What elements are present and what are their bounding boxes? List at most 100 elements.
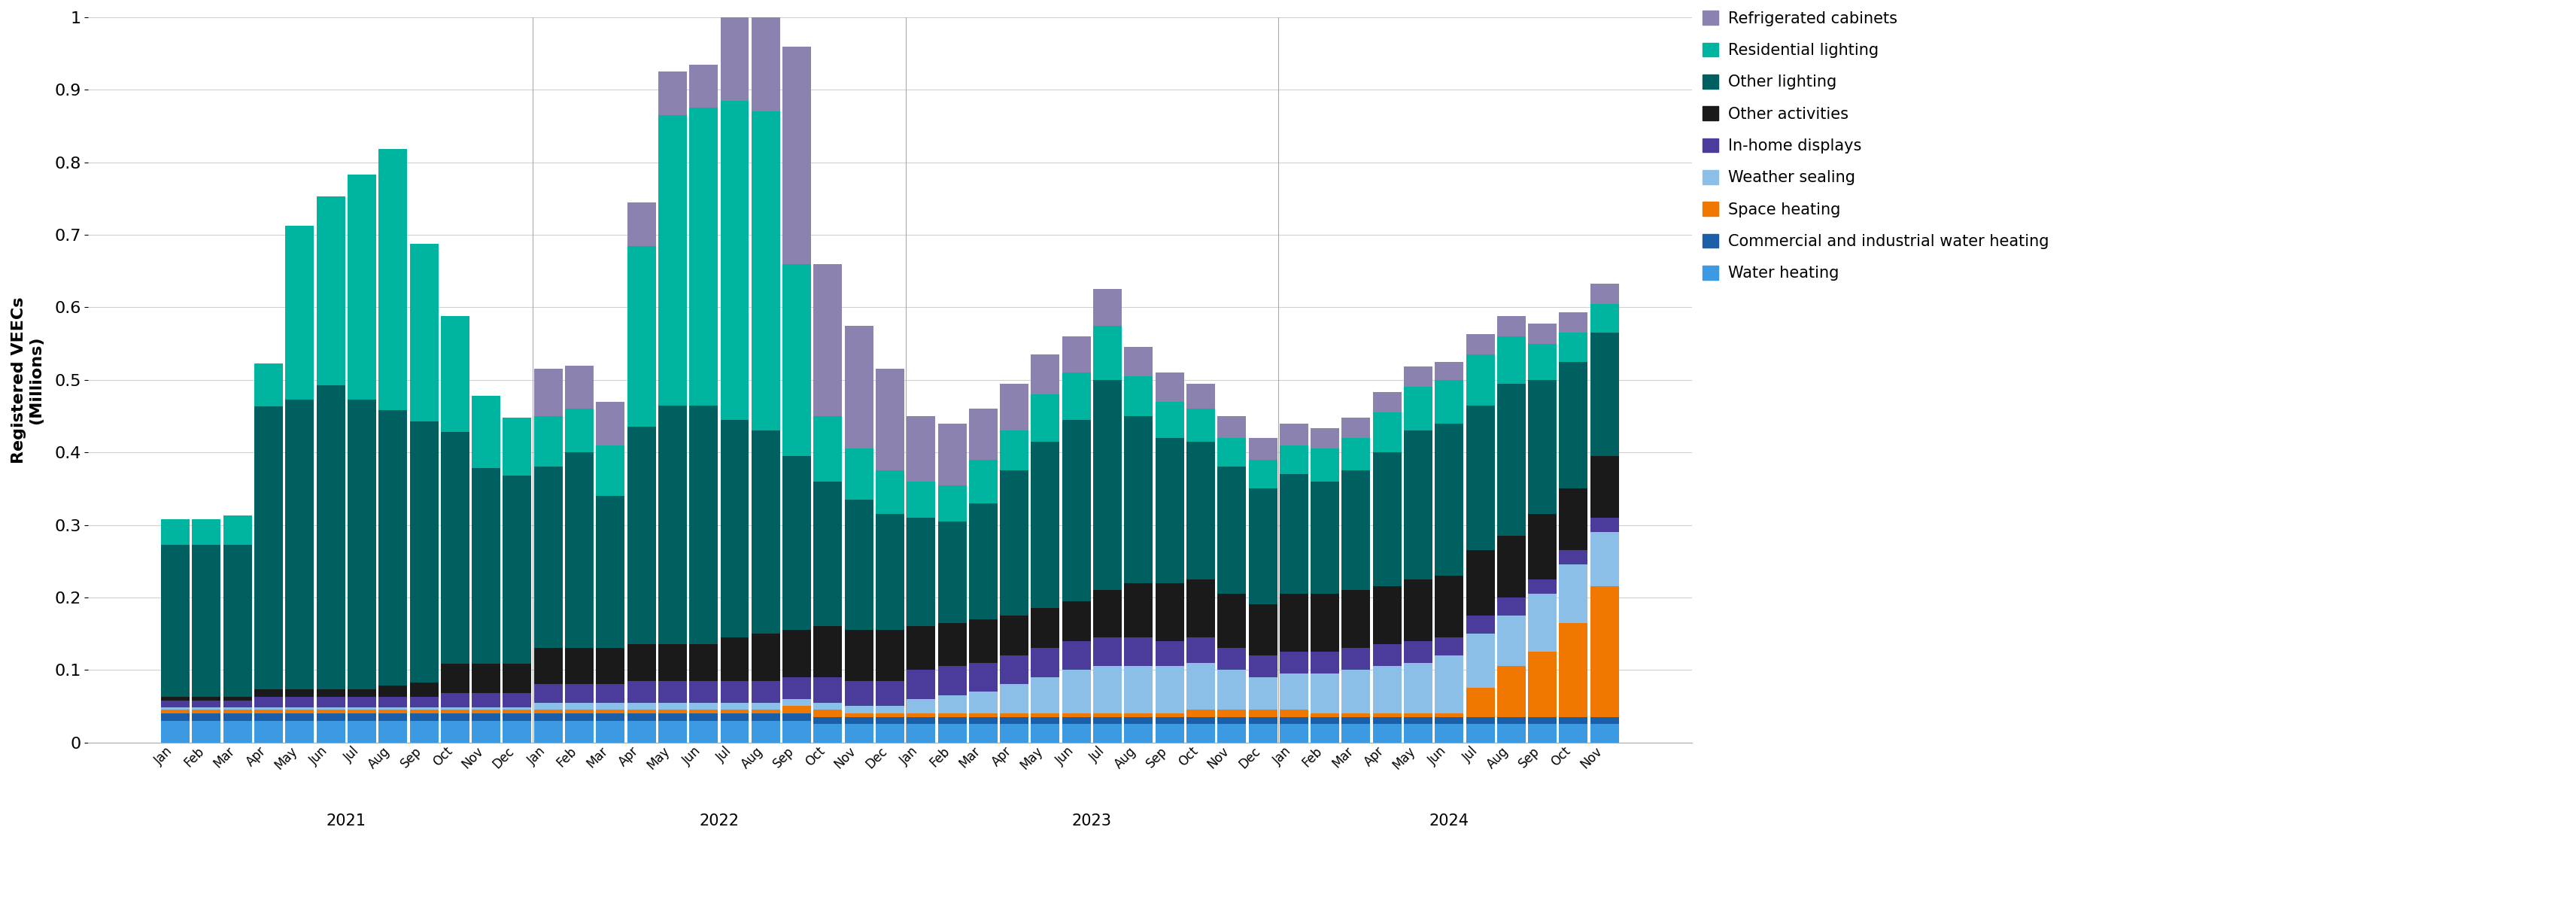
Bar <box>1342 713 1370 717</box>
Bar <box>162 710 191 713</box>
Bar <box>1435 380 1463 424</box>
Bar <box>1092 713 1121 717</box>
Bar <box>1154 724 1185 742</box>
Bar <box>595 703 623 710</box>
Bar <box>876 470 904 514</box>
Bar <box>969 692 997 713</box>
Bar <box>1373 392 1401 413</box>
Bar <box>1188 638 1216 663</box>
Bar <box>1435 638 1463 656</box>
Bar <box>1249 724 1278 742</box>
Bar <box>626 710 657 713</box>
Bar <box>969 503 997 619</box>
Bar <box>379 410 407 686</box>
Bar <box>1528 579 1556 594</box>
Bar <box>1188 663 1216 710</box>
Bar <box>471 469 500 664</box>
Bar <box>1154 666 1185 713</box>
Bar <box>1311 481 1340 594</box>
Bar <box>814 416 842 481</box>
Bar <box>224 697 252 701</box>
Bar <box>999 616 1028 656</box>
Bar <box>845 706 873 713</box>
Bar <box>659 645 688 681</box>
Bar <box>502 713 531 721</box>
Bar <box>969 460 997 503</box>
Bar <box>1280 717 1309 724</box>
Bar <box>1311 428 1340 449</box>
Bar <box>1249 710 1278 717</box>
Bar <box>999 384 1028 431</box>
Bar <box>286 721 314 742</box>
Bar <box>1280 474 1309 594</box>
Bar <box>1589 587 1618 717</box>
Bar <box>783 699 811 706</box>
Bar <box>286 697 314 708</box>
Bar <box>162 519 191 545</box>
Bar <box>1435 717 1463 724</box>
Bar <box>1092 289 1121 325</box>
Bar <box>162 708 191 710</box>
Bar <box>1528 380 1556 514</box>
Bar <box>752 703 781 710</box>
Bar <box>999 431 1028 470</box>
Bar <box>1030 677 1059 713</box>
Bar <box>533 710 562 713</box>
Bar <box>752 634 781 681</box>
Bar <box>1528 652 1556 717</box>
Bar <box>876 724 904 742</box>
Bar <box>721 721 750 742</box>
Bar <box>1435 362 1463 380</box>
Bar <box>1497 336 1525 384</box>
Bar <box>876 706 904 713</box>
Bar <box>626 645 657 681</box>
Bar <box>721 0 750 101</box>
Bar <box>783 264 811 456</box>
Bar <box>876 514 904 630</box>
Bar <box>1030 395 1059 442</box>
Bar <box>814 481 842 627</box>
Bar <box>1123 638 1154 666</box>
Bar <box>533 369 562 416</box>
Bar <box>876 369 904 470</box>
Bar <box>255 710 283 713</box>
Bar <box>533 684 562 703</box>
Bar <box>410 713 438 721</box>
Bar <box>1528 323 1556 344</box>
Bar <box>1404 431 1432 579</box>
Bar <box>876 630 904 681</box>
Bar <box>1061 724 1090 742</box>
Bar <box>783 706 811 713</box>
Bar <box>1092 638 1121 666</box>
Bar <box>999 724 1028 742</box>
Bar <box>659 116 688 405</box>
Bar <box>1280 652 1309 674</box>
Bar <box>969 663 997 692</box>
Bar <box>1435 724 1463 742</box>
Bar <box>1342 470 1370 591</box>
Bar <box>1466 724 1494 742</box>
Bar <box>845 724 873 742</box>
Bar <box>410 710 438 713</box>
Bar <box>1061 670 1090 713</box>
Bar <box>1435 424 1463 575</box>
Bar <box>1373 413 1401 452</box>
Bar <box>1249 438 1278 460</box>
Bar <box>595 684 623 703</box>
Bar <box>595 445 623 496</box>
Bar <box>721 420 750 638</box>
Bar <box>626 713 657 721</box>
Bar <box>659 710 688 713</box>
Bar <box>1558 332 1587 362</box>
Bar <box>410 721 438 742</box>
Bar <box>440 664 469 694</box>
Bar <box>907 670 935 699</box>
Bar <box>286 713 314 721</box>
Bar <box>1435 575 1463 638</box>
Bar <box>1030 355 1059 395</box>
Bar <box>1373 645 1401 666</box>
Bar <box>969 717 997 724</box>
Bar <box>162 713 191 721</box>
Bar <box>907 724 935 742</box>
Bar <box>907 717 935 724</box>
